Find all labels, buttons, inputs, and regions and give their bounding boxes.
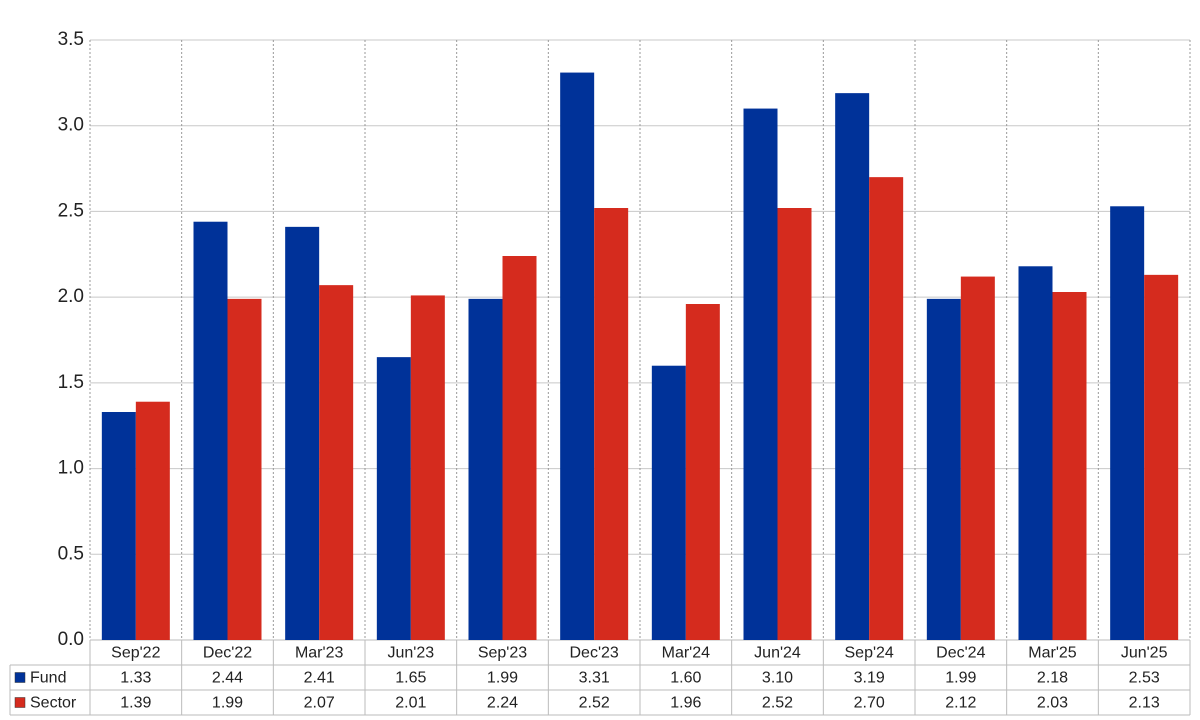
bar — [502, 256, 537, 640]
table-value: 3.10 — [762, 670, 793, 687]
x-tick-label: Jun'23 — [388, 645, 435, 662]
table-value: 2.53 — [1129, 670, 1160, 687]
table-value: 1.99 — [212, 695, 243, 712]
bar — [376, 357, 411, 640]
bar — [227, 298, 262, 640]
y-tick-label: 3.5 — [58, 29, 84, 50]
bar — [560, 72, 595, 641]
table-value: 2.41 — [304, 670, 335, 687]
bar — [1110, 206, 1145, 641]
bar — [743, 108, 778, 641]
bar — [1052, 292, 1087, 640]
bar — [960, 276, 995, 640]
x-tick-label: Dec'23 — [570, 645, 619, 662]
x-tick-label: Sep'23 — [478, 645, 527, 662]
y-tick-label: 0.0 — [58, 629, 84, 650]
bar — [193, 221, 228, 640]
legend-label: Sector — [30, 695, 77, 712]
bar — [651, 365, 686, 640]
x-tick-label: Sep'24 — [845, 645, 894, 662]
bar — [468, 298, 503, 640]
table-value: 2.44 — [212, 670, 243, 687]
x-tick-label: Jun'24 — [754, 645, 801, 662]
y-tick-label: 3.0 — [58, 115, 84, 136]
table-value: 1.96 — [670, 695, 701, 712]
table-value: 1.33 — [120, 670, 151, 687]
bar — [926, 298, 961, 640]
table-value: 2.18 — [1037, 670, 1068, 687]
bar — [319, 285, 354, 640]
y-tick-label: 2.0 — [58, 286, 84, 307]
table-value: 1.39 — [120, 695, 151, 712]
x-tick-label: Sep'22 — [111, 645, 160, 662]
bar — [685, 304, 720, 640]
bar — [101, 412, 136, 640]
table-value: 1.99 — [945, 670, 976, 687]
table-value: 3.31 — [579, 670, 610, 687]
x-tick-label: Dec'22 — [203, 645, 252, 662]
table-value: 2.12 — [945, 695, 976, 712]
legend-label: Fund — [30, 670, 66, 687]
table-value: 2.07 — [304, 695, 335, 712]
table-value: 2.52 — [762, 695, 793, 712]
bar — [869, 177, 904, 640]
x-tick-label: Mar'24 — [662, 645, 711, 662]
table-value: 2.01 — [395, 695, 426, 712]
table-value: 2.03 — [1037, 695, 1068, 712]
table-value: 1.60 — [670, 670, 701, 687]
y-tick-label: 1.5 — [58, 372, 84, 393]
x-tick-label: Dec'24 — [936, 645, 985, 662]
y-tick-label: 1.0 — [58, 458, 84, 479]
table-value: 2.70 — [854, 695, 885, 712]
bar — [835, 93, 870, 640]
table-value: 3.19 — [854, 670, 885, 687]
legend-swatch — [14, 672, 26, 683]
table-value: 1.65 — [395, 670, 426, 687]
bar — [135, 401, 170, 640]
bar — [1144, 274, 1179, 640]
table-value: 2.52 — [579, 695, 610, 712]
x-tick-label: Jun'25 — [1121, 645, 1168, 662]
bar — [410, 295, 445, 640]
table-value: 2.13 — [1129, 695, 1160, 712]
table-value: 2.24 — [487, 695, 518, 712]
bar — [285, 226, 320, 640]
bar — [777, 208, 812, 640]
legend-swatch — [14, 697, 26, 708]
y-tick-label: 2.5 — [58, 200, 84, 221]
bar — [594, 208, 629, 640]
table-value: 1.99 — [487, 670, 518, 687]
bar — [1018, 266, 1053, 640]
x-tick-label: Mar'25 — [1028, 645, 1077, 662]
y-tick-label: 0.5 — [58, 543, 84, 564]
x-tick-label: Mar'23 — [295, 645, 344, 662]
